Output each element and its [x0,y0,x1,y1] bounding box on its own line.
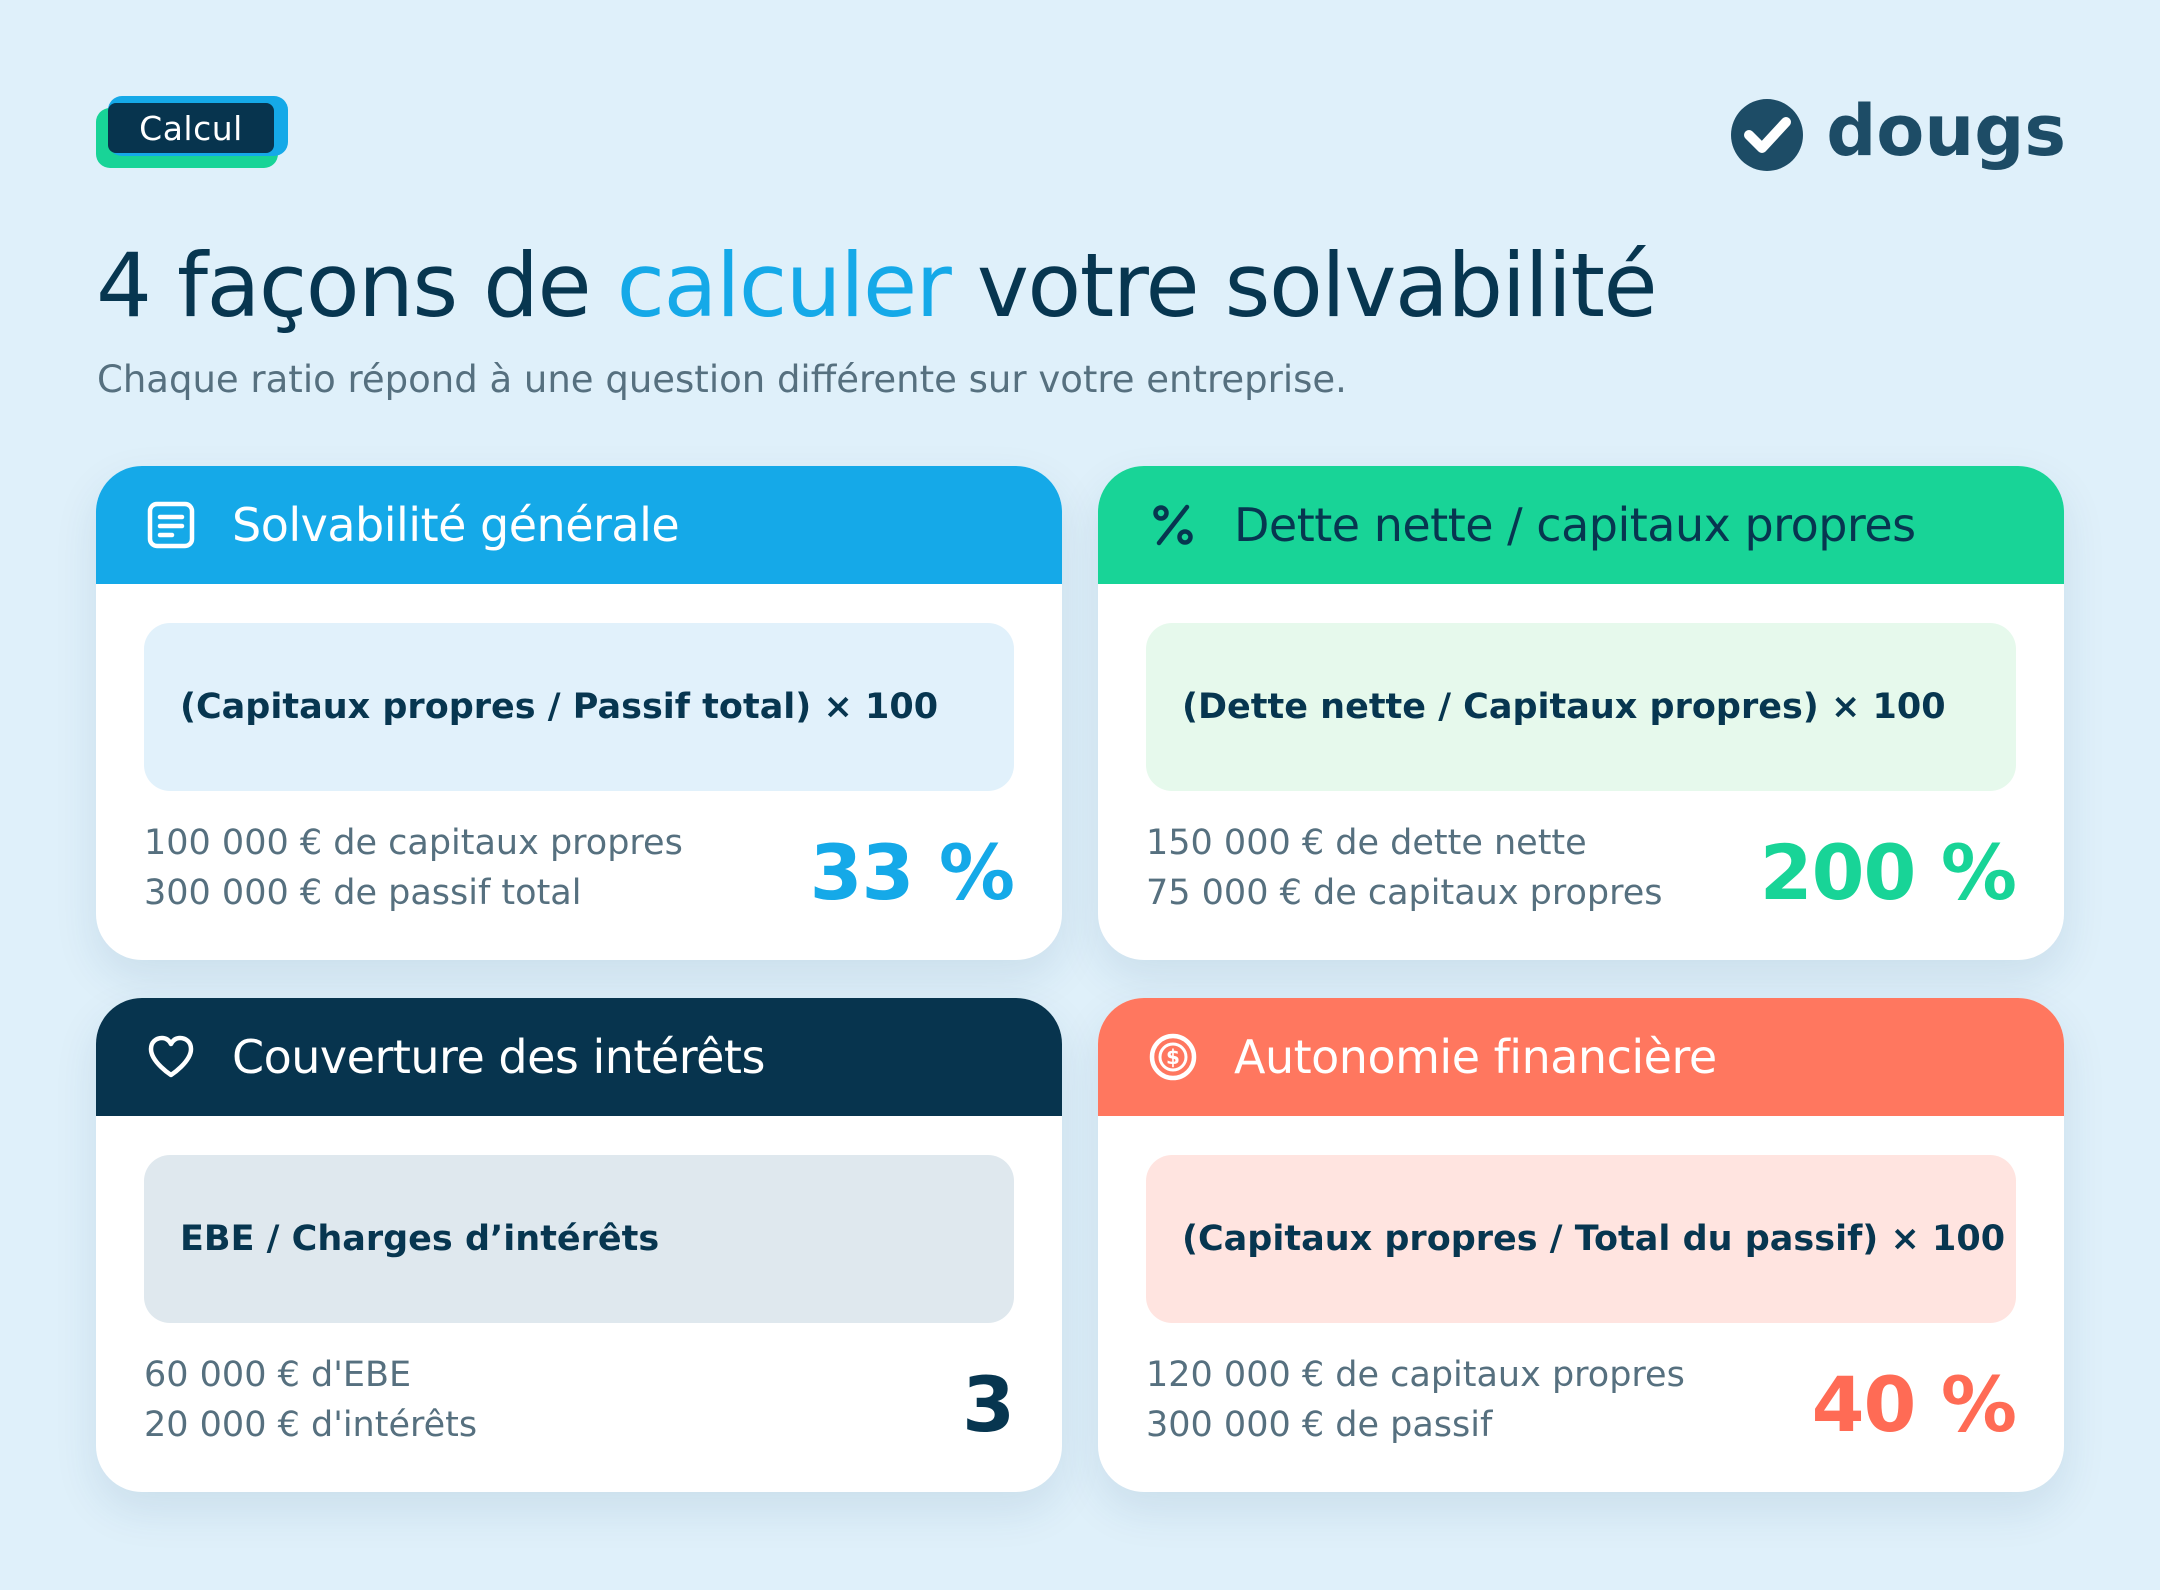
card-header: Dette nette / capitaux propres [1098,466,2064,584]
tag-label: Calcul [108,103,274,153]
detail-line-2: 75 000 € de capitaux propres [1146,873,1663,913]
formula-text: (Capitaux propres / Total du passif) × 1… [1182,1219,2006,1259]
card-title: Couverture des intérêts [232,1030,765,1084]
detail-line-2: 300 000 € de passif [1146,1405,1493,1445]
card-couverture-interets: Couverture des intérêts EBE / Charges d’… [96,998,1062,1492]
card-autonomie-financiere: $ Autonomie financière (Capitaux propres… [1098,998,2064,1492]
example-details: 150 000 € de dette nette 75 000 € de cap… [1146,818,1663,918]
category-tag: Calcul [96,96,288,170]
formula-text: (Dette nette / Capitaux propres) × 100 [1182,687,1946,727]
title-part-1: 4 façons de [96,234,617,337]
result-value: 200 % [1759,828,2017,917]
document-icon [144,498,198,552]
title-accent: calculer [616,234,952,337]
result-value: 40 % [1811,1360,2017,1449]
percent-icon [1146,498,1200,552]
detail-line-1: 120 000 € de capitaux propres [1146,1355,1685,1395]
brand-logo: dougs [1730,90,2066,172]
formula-box: (Capitaux propres / Passif total) × 100 [144,623,1014,791]
detail-line-1: 100 000 € de capitaux propres [144,823,683,863]
card-dette-nette: Dette nette / capitaux propres (Dette ne… [1098,466,2064,960]
card-header: Couverture des intérêts [96,998,1062,1116]
formula-text: (Capitaux propres / Passif total) × 100 [180,687,939,727]
formula-box: (Dette nette / Capitaux propres) × 100 [1146,623,2016,791]
svg-text:$: $ [1166,1045,1180,1069]
card-title: Autonomie financière [1234,1030,1717,1084]
formula-text: EBE / Charges d’intérêts [180,1219,660,1259]
formula-box: EBE / Charges d’intérêts [144,1155,1014,1323]
result-value: 3 [962,1360,1015,1449]
logo-text: dougs [1826,90,2066,172]
heart-icon [144,1030,198,1084]
dollar-coin-icon: $ [1146,1030,1200,1084]
example-details: 60 000 € d'EBE 20 000 € d'intérêts [144,1350,477,1450]
formula-box: (Capitaux propres / Total du passif) × 1… [1146,1155,2016,1323]
card-header: $ Autonomie financière [1098,998,2064,1116]
detail-line-2: 20 000 € d'intérêts [144,1405,478,1445]
result-value: 33 % [809,828,1015,917]
card-header: Solvabilité générale [96,466,1062,584]
card-solvabilite-generale: Solvabilité générale (Capitaux propres /… [96,466,1062,960]
detail-line-1: 60 000 € d'EBE [144,1355,412,1395]
title-part-2: votre solvabilité [950,234,1658,337]
page-title: 4 façons de calculer votre solvabilité [96,237,1658,335]
card-title: Dette nette / capitaux propres [1234,498,1916,552]
card-title: Solvabilité générale [232,498,680,552]
page-subtitle: Chaque ratio répond à une question diffé… [97,358,1347,401]
example-details: 100 000 € de capitaux propres 300 000 € … [144,818,683,918]
detail-line-1: 150 000 € de dette nette [1146,823,1587,863]
example-details: 120 000 € de capitaux propres 300 000 € … [1146,1350,1685,1450]
check-circle-icon [1731,99,1804,171]
detail-line-2: 300 000 € de passif total [144,873,582,913]
